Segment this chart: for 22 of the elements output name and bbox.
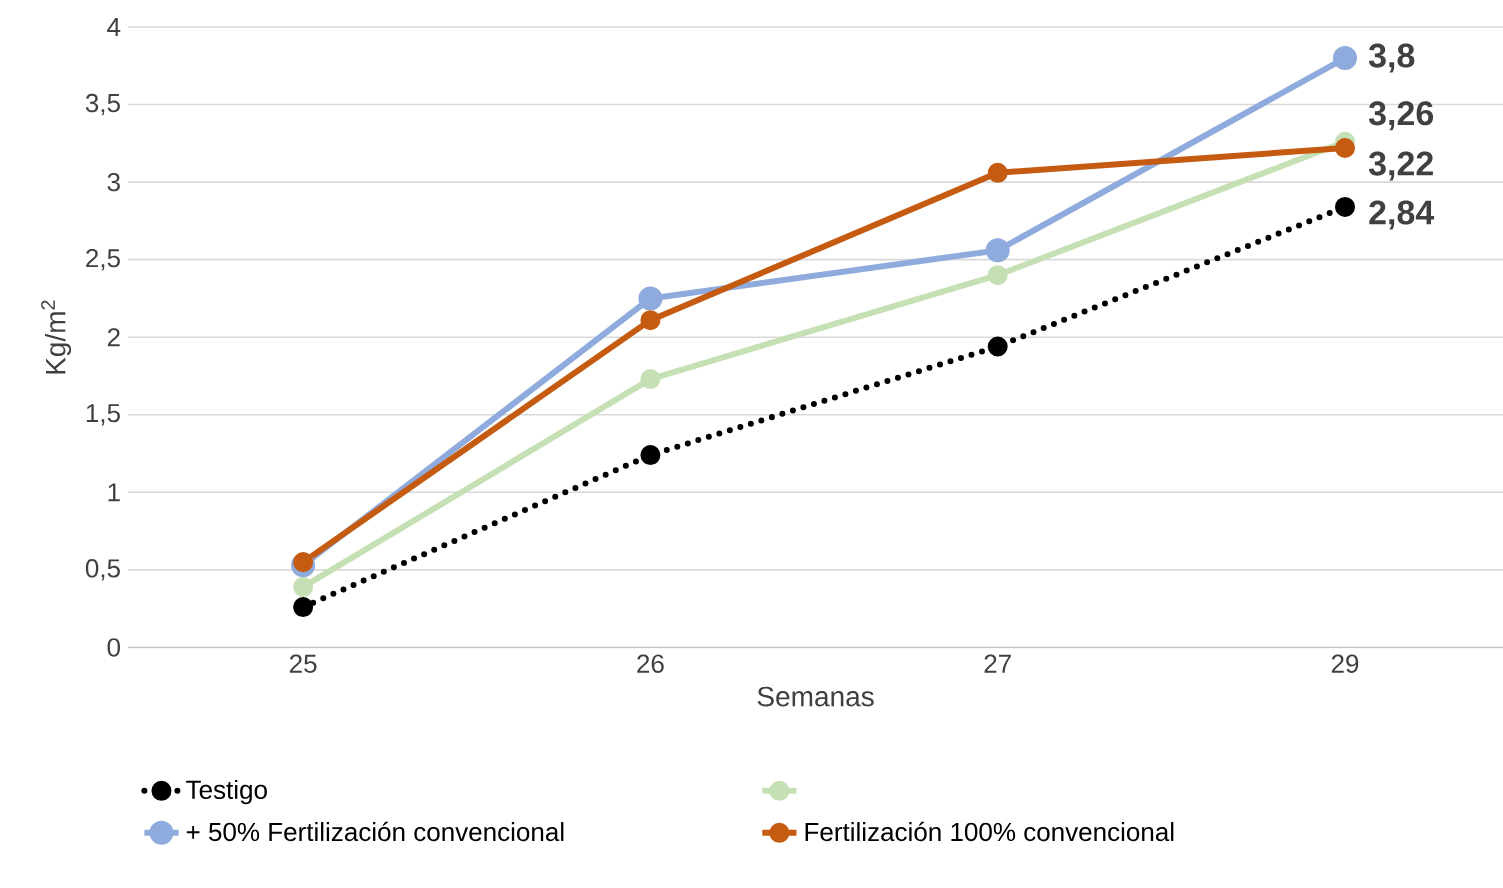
y-tick-label: 1 <box>108 483 120 502</box>
x-tick-label: 25 <box>289 654 317 674</box>
y-tick-label: 0,5 <box>85 559 120 581</box>
x-tick-label: 26 <box>637 654 664 674</box>
x-axis-title: Semanas <box>757 686 874 707</box>
legend-label: Testigo <box>186 780 267 805</box>
x-tick-label: 29 <box>1331 654 1359 674</box>
data-label: 3,8 <box>1368 43 1415 73</box>
y-tick-label: 4 <box>107 18 121 37</box>
data-label: 3,26 <box>1368 101 1434 131</box>
y-tick-label: 2 <box>107 328 120 347</box>
y-tick-label: 2,5 <box>86 249 120 271</box>
y-axis-title: Kg/m$^{2}$ <box>41 300 72 374</box>
data-label: 2,84 <box>1369 200 1435 230</box>
x-tick-label: 27 <box>984 654 1011 673</box>
y-tick-label: 0 <box>107 638 121 657</box>
legend-label: + 50% Fertilización convencional <box>186 821 564 842</box>
y-tick-label: 1,5 <box>86 404 120 426</box>
data-label: 3,22 <box>1368 151 1433 181</box>
y-tick-label: 3,5 <box>85 94 120 116</box>
y-tick-label: 3 <box>107 173 120 192</box>
legend-label: Fertilización 100% convencional <box>805 821 1174 842</box>
